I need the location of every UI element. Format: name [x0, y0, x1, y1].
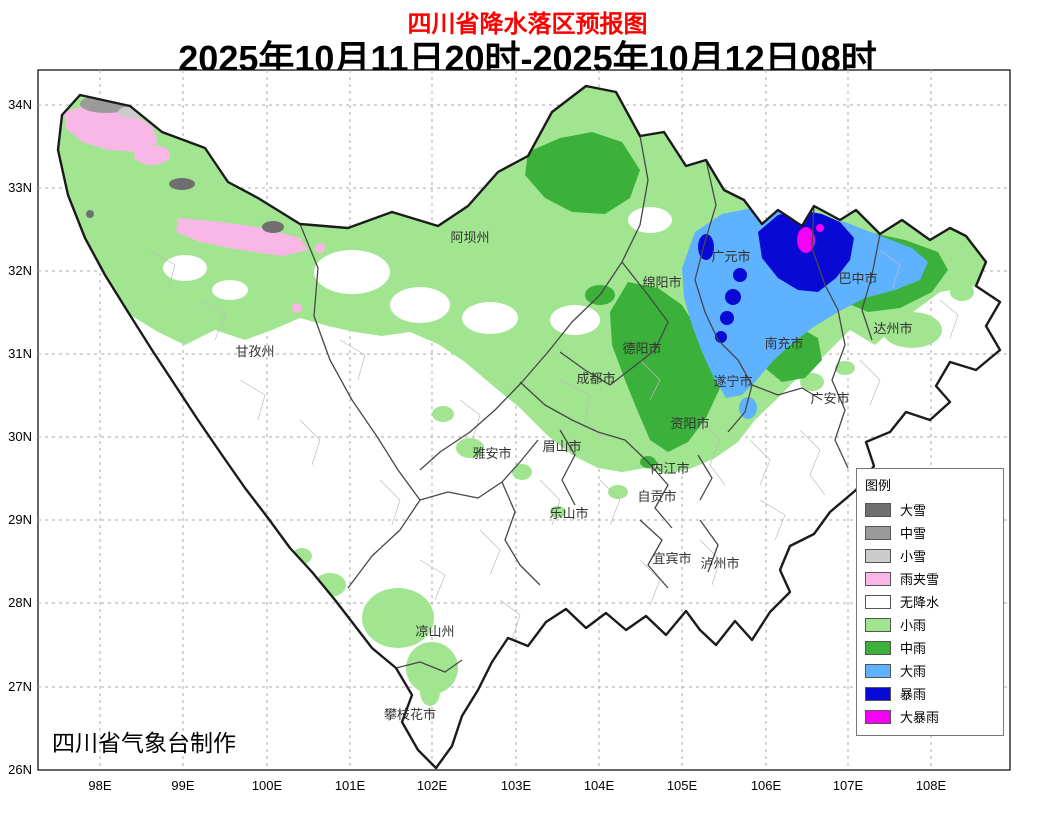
- legend-title: 图例: [865, 478, 892, 493]
- legend-row: 大雪: [865, 498, 995, 521]
- y-tick-label: 30N: [8, 429, 32, 444]
- legend-row: 大暴雨: [865, 705, 995, 728]
- legend-swatch-moderate-rain: [865, 640, 891, 655]
- legend-label: 小雨: [900, 618, 927, 633]
- x-tick-label: 104E: [584, 778, 615, 793]
- x-tick-label: 100E: [252, 778, 283, 793]
- y-axis-labels: 34N 33N 32N 31N 30N 29N 28N 27N 26N: [8, 97, 32, 777]
- city-label: 甘孜州: [235, 344, 274, 359]
- city-label: 乐山市: [549, 506, 588, 521]
- legend-row: 小雨: [865, 613, 995, 636]
- legend-label: 中雨: [900, 641, 927, 656]
- legend-swatch-moderate-snow: [865, 525, 891, 540]
- city-label: 巴中市: [838, 271, 877, 286]
- y-tick-label: 32N: [8, 263, 32, 278]
- city-label: 眉山市: [542, 439, 581, 454]
- y-tick-label: 27N: [8, 679, 32, 694]
- heavy-snow-region: [86, 178, 284, 233]
- legend-row: 中雨: [865, 636, 995, 659]
- y-tick-label: 26N: [8, 762, 32, 777]
- legend-swatch-no-precip: [865, 594, 891, 609]
- legend-swatch-light-rain: [865, 617, 891, 632]
- legend-label: 暴雨: [900, 687, 927, 702]
- legend-box: 图例 大雪 中雪 小雪 雨夹雪 无降水 小雨 中雨: [856, 468, 1004, 736]
- city-label: 攀枝花市: [384, 707, 436, 722]
- legend-row: 雨夹雪: [865, 567, 995, 590]
- x-tick-label: 103E: [501, 778, 532, 793]
- city-label: 绵阳市: [642, 275, 681, 290]
- legend-row: 暴雨: [865, 682, 995, 705]
- city-label: 南充市: [764, 336, 803, 351]
- legend-swatch-sleet: [865, 571, 891, 586]
- city-label: 成都市: [576, 371, 615, 386]
- province-outline: [56, 84, 1002, 770]
- city-label: 遂宁市: [713, 374, 752, 389]
- city-label: 宜宾市: [652, 551, 691, 566]
- producer-credit: 四川省气象台制作: [52, 730, 236, 756]
- city-label: 自贡市: [637, 489, 676, 504]
- legend-label: 大雪: [900, 503, 927, 518]
- legend-swatch-rainstorm: [865, 686, 891, 701]
- heavy-rainstorm-region: [797, 224, 824, 253]
- sleet-region: [64, 103, 325, 313]
- legend-label: 中雪: [900, 526, 927, 541]
- page-title: 四川省降水落区预报图: [407, 11, 648, 38]
- prefecture-boundaries: [299, 135, 881, 673]
- legend-swatch-heavy-rain: [865, 663, 891, 678]
- x-tick-label: 105E: [667, 778, 698, 793]
- legend-row: 中雪: [865, 521, 995, 544]
- x-tick-label: 98E: [88, 778, 111, 793]
- y-tick-label: 33N: [8, 180, 32, 195]
- x-tick-label: 108E: [916, 778, 947, 793]
- city-label: 泸州市: [700, 556, 739, 571]
- x-tick-label: 102E: [417, 778, 448, 793]
- city-label: 凉山州: [415, 624, 454, 639]
- legend-row: 大雨: [865, 659, 995, 682]
- legend-label: 大暴雨: [900, 710, 940, 725]
- legend-label: 雨夹雪: [900, 572, 940, 587]
- x-tick-label: 101E: [335, 778, 366, 793]
- legend-row: 无降水: [865, 590, 995, 613]
- legend-label: 小雪: [900, 549, 927, 564]
- city-label: 内江市: [650, 461, 689, 476]
- city-labels: 阿坝州 甘孜州 广元市 绵阳市 巴中市 达州市 德阳市 南充市 成都市 遂宁市 …: [235, 230, 912, 722]
- y-tick-label: 31N: [8, 346, 32, 361]
- city-label: 阿坝州: [450, 230, 489, 245]
- city-label: 德阳市: [622, 341, 661, 356]
- x-tick-label: 106E: [751, 778, 782, 793]
- city-label: 达州市: [873, 321, 912, 336]
- city-label: 资阳市: [670, 416, 709, 431]
- x-tick-label: 107E: [833, 778, 864, 793]
- city-label: 雅安市: [472, 446, 511, 461]
- legend-label: 无降水: [900, 595, 940, 610]
- x-axis-labels: 98E 99E 100E 101E 102E 103E 104E 105E 10…: [88, 778, 946, 793]
- x-tick-label: 99E: [171, 778, 194, 793]
- precipitation-layers: [58, 86, 986, 706]
- legend-label: 大雨: [900, 664, 927, 679]
- legend-row: 小雪: [865, 544, 995, 567]
- y-tick-label: 29N: [8, 512, 32, 527]
- city-label: 广元市: [711, 249, 750, 264]
- legend-swatch-heavy-rainstorm: [865, 709, 891, 724]
- legend-swatch-light-snow: [865, 548, 891, 563]
- y-tick-label: 34N: [8, 97, 32, 112]
- y-tick-label: 28N: [8, 595, 32, 610]
- legend-swatch-heavy-snow: [865, 502, 891, 517]
- city-label: 广安市: [810, 391, 849, 406]
